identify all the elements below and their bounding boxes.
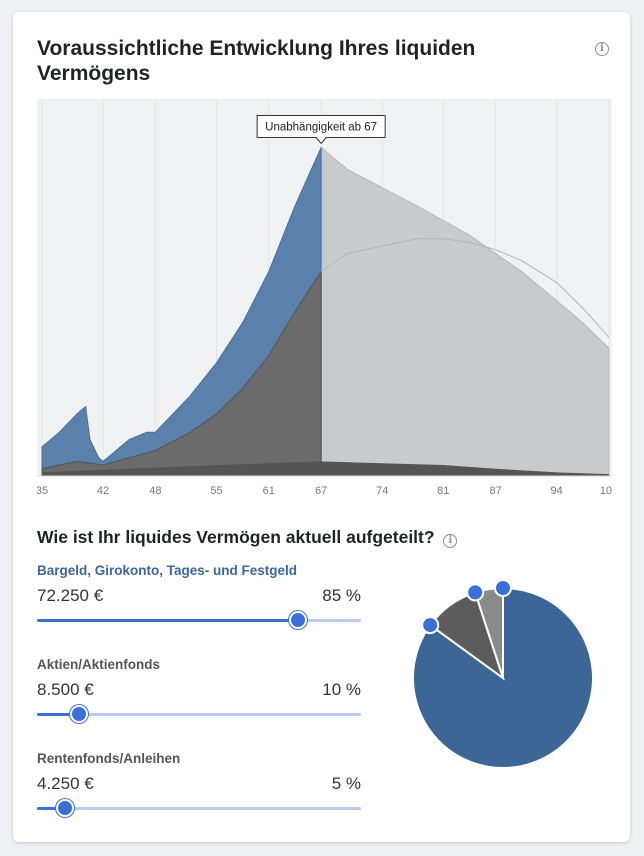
slider-track (37, 807, 361, 810)
allocation-pie-svg (412, 579, 594, 769)
allocation-label: Bargeld, Girokonto, Tages- und Festgeld (37, 563, 298, 578)
allocation-percent: 85 % (322, 586, 361, 605)
allocation-label: Rentenfonds/Anleihen (37, 751, 181, 766)
allocation-amount: 4.250 € (37, 774, 94, 793)
tooltip-text: Unabhängigkeit ab 67 (265, 122, 377, 134)
allocation-bonds: Rentenfonds/Anleihen 4.250 € 5 % (37, 751, 361, 818)
x-tick-label: 35 (37, 485, 48, 497)
x-tick-label: 48 (149, 485, 161, 497)
tooltip-box (256, 115, 386, 145)
projection-area (320, 146, 610, 477)
allocation-cash: Bargeld, Girokonto, Tages- und Festgeld … (37, 563, 361, 630)
slider-thumb[interactable] (55, 799, 74, 817)
x-tick-label: 55 (210, 485, 222, 497)
info-icon[interactable]: i (443, 534, 458, 548)
x-tick-label: 94 (551, 485, 563, 497)
card-title: Voraussichtliche Entwicklung Ihres liqui… (37, 37, 476, 85)
slider-fill (37, 619, 298, 622)
allocation-percent: 10 % (322, 680, 361, 699)
pie-handle[interactable] (421, 616, 440, 635)
allocation-percent: 5 % (331, 774, 361, 793)
x-tick-label: 67 (315, 485, 327, 497)
slider-fill (37, 807, 65, 810)
slider-fill (37, 713, 80, 716)
allocation-slider[interactable] (37, 704, 361, 724)
slider-thumb[interactable] (288, 611, 307, 629)
wealth-card: Voraussichtliche Entwicklung Ihres liqui… (13, 12, 630, 842)
base-area (42, 461, 609, 476)
core-area (41, 269, 322, 477)
wealth-chart-svg: 35 42 48 55 61 67 74 81 87 94 100 Unabhängigkeit ab… (36, 99, 618, 497)
allocation-amount: 8.500 € (37, 680, 94, 699)
x-tick-label: 100 (600, 485, 612, 497)
x-tick-label: 42 (97, 485, 109, 497)
slider-track (37, 713, 361, 716)
x-tick-label: 87 (489, 485, 501, 497)
allocation-title: Wie ist Ihr liquides Vermögen aktuell au… (37, 527, 458, 548)
independence-tooltip: Unabhängigkeit ab 67 (256, 115, 386, 145)
allocation-slider[interactable] (37, 798, 361, 818)
x-tick-label: 61 (263, 485, 275, 497)
slider-thumb[interactable] (70, 705, 89, 723)
allocation-stocks: Aktien/Aktienfonds 8.500 € 10 % (37, 657, 361, 724)
allocation-label: Aktien/Aktienfonds (37, 657, 161, 672)
info-icon[interactable]: i (595, 42, 609, 56)
projection-core-line (320, 238, 610, 338)
allocation-slider[interactable] (37, 610, 361, 630)
pie-handle[interactable] (494, 579, 512, 597)
pie-handle[interactable] (466, 583, 485, 602)
allocation-amount: 72.250 € (37, 586, 104, 605)
allocation-title-text: Wie ist Ihr liquides Vermögen aktuell au… (37, 527, 435, 547)
x-tick-label: 74 (376, 485, 388, 497)
wealth-chart: 35 42 48 55 61 67 74 81 87 94 100 Unabhängigkeit ab… (36, 99, 618, 509)
allocation-pie (396, 572, 596, 772)
x-tick-label: 81 (437, 485, 449, 497)
